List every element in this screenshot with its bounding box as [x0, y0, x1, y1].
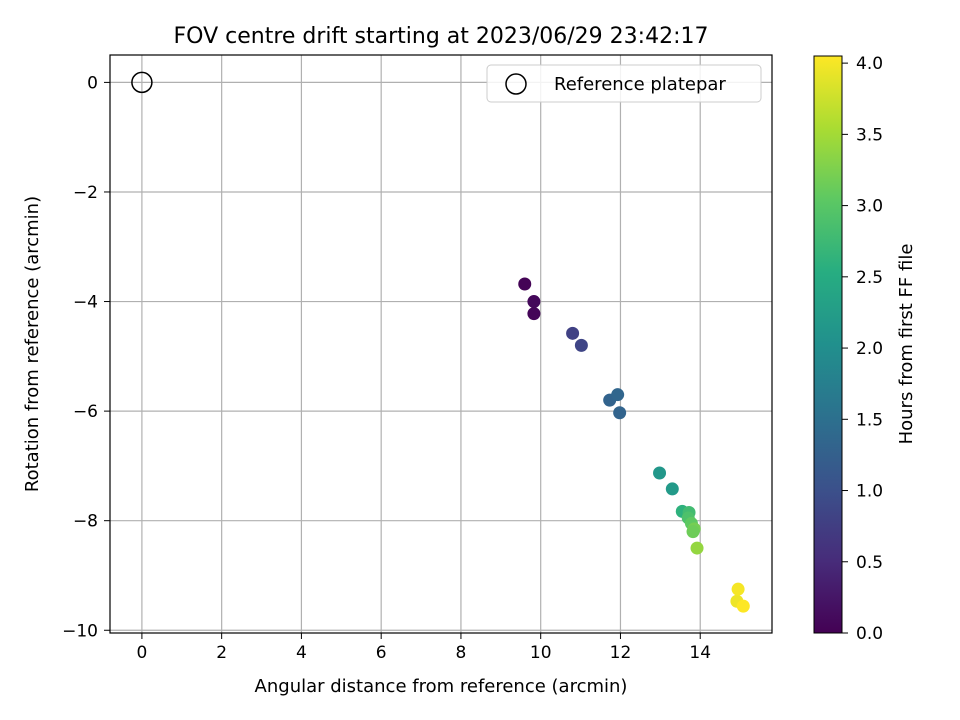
data-point: [527, 295, 541, 309]
colorbar-tick-label: 4.0: [856, 54, 883, 74]
grid-lines: [110, 55, 772, 633]
colorbar-tick-label: 2.5: [856, 268, 883, 288]
y-tick-label: −6: [73, 402, 98, 422]
y-tick-label: 0: [87, 73, 98, 93]
x-tick-label: 4: [296, 643, 307, 663]
x-tick-label: 6: [376, 643, 387, 663]
y-tick-label: −2: [73, 183, 98, 203]
x-axis-label: Angular distance from reference (arcmin): [255, 676, 628, 697]
data-point: [686, 525, 700, 539]
x-tick-label: 12: [610, 643, 632, 663]
colorbar-tick-label: 1.5: [856, 410, 883, 430]
reference-marker: [131, 71, 153, 94]
plot-frame: [109, 54, 773, 634]
x-axis-ticks: 0 2 4 6 8 10 12 14: [136, 633, 711, 663]
colorbar-ticks: 0.0 0.5 1.0 1.5 2.0 2.5 3.0 3.5 4.0: [842, 54, 883, 644]
data-point: [690, 541, 704, 555]
data-point: [566, 326, 580, 340]
data-point: [574, 338, 588, 352]
colorbar-tick-label: 3.0: [856, 197, 883, 217]
colorbar-tick-label: 1.0: [856, 482, 883, 502]
legend-entry-label: Reference platepar: [554, 74, 726, 95]
y-axis-label: Rotation from reference (arcmin): [22, 196, 43, 492]
chart-title: FOV centre drift starting at 2023/06/29 …: [174, 24, 709, 49]
x-tick-label: 0: [136, 643, 147, 663]
y-tick-label: −8: [73, 512, 98, 532]
data-point: [665, 482, 679, 496]
colorbar-tick-label: 2.0: [856, 339, 883, 359]
y-tick-label: −10: [62, 621, 98, 641]
x-tick-label: 2: [216, 643, 227, 663]
x-tick-label: 8: [456, 643, 467, 663]
y-axis-ticks: 0 −2 −4 −6 −8 −10: [62, 73, 110, 641]
data-point: [518, 277, 532, 291]
data-points: [518, 277, 750, 613]
data-point: [527, 307, 541, 321]
data-point: [613, 406, 627, 420]
y-tick-label: −4: [73, 293, 98, 313]
x-tick-label: 14: [689, 643, 711, 663]
legend-box: [486, 64, 762, 103]
colorbar-label: Hours from first FF file: [896, 244, 917, 445]
data-point: [653, 466, 667, 480]
legend-marker-open-circle: [505, 73, 527, 95]
data-point: [736, 599, 750, 613]
data-point: [611, 388, 625, 402]
x-tick-label: 10: [530, 643, 552, 663]
colorbar-tick-label: 0.5: [856, 553, 883, 573]
colorbar-tick-label: 0.0: [856, 624, 883, 644]
colorbar: [813, 55, 843, 634]
reference-point: [131, 71, 153, 94]
colorbar-tick-label: 3.5: [856, 125, 883, 145]
legend: Reference platepar: [486, 64, 762, 103]
data-point: [731, 582, 745, 596]
